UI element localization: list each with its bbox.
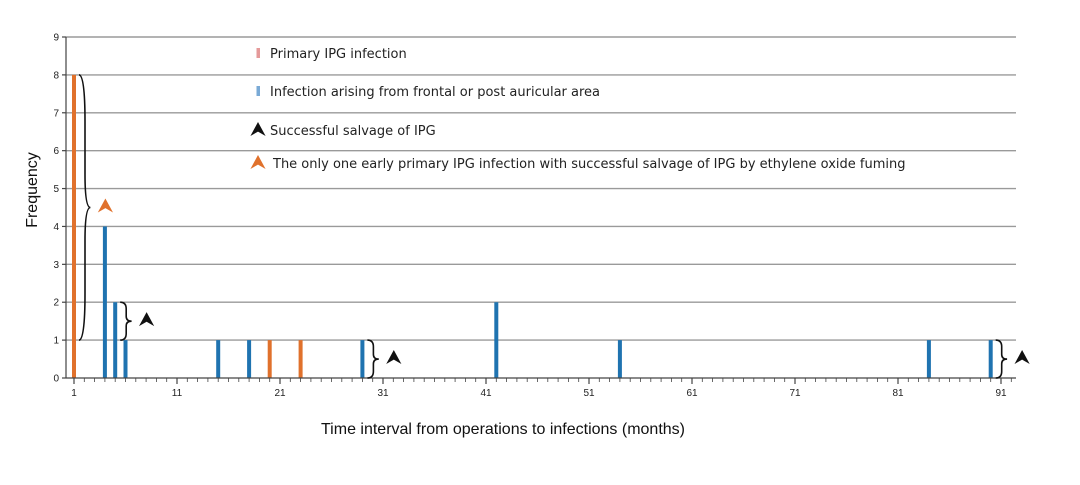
- bar: [298, 340, 303, 378]
- y-tick-label: 9: [53, 33, 59, 44]
- y-tick-label: 0: [53, 374, 59, 385]
- x-tick-label: 71: [789, 388, 801, 399]
- bars: [72, 74, 993, 378]
- y-tick-label: 4: [53, 222, 59, 233]
- salvage-arrowhead-icon: [97, 198, 113, 213]
- bar: [494, 302, 499, 378]
- bar: [360, 340, 365, 378]
- bar: [72, 74, 76, 378]
- bar: [267, 340, 272, 378]
- bar: [247, 340, 252, 378]
- salvage-arrowhead-icon: [386, 350, 402, 365]
- x-tick-label: 81: [892, 388, 904, 399]
- legend-arrowhead-icon: [250, 122, 266, 136]
- y-tick-label: 5: [53, 184, 59, 195]
- bar: [926, 340, 931, 378]
- salvage-arrowhead-icon: [1014, 350, 1030, 365]
- y-tick-label: 7: [53, 108, 59, 119]
- y-tick-label: 3: [53, 260, 59, 271]
- brace: [995, 339, 1008, 379]
- y-tick-label: 8: [53, 70, 59, 81]
- legend-label: Infection arising from frontal or post a…: [270, 85, 600, 100]
- legend: Primary IPG infection Infection arising f…: [250, 47, 905, 172]
- x-tick-label: 61: [686, 388, 698, 399]
- legend-label: Successful salvage of IPG: [270, 124, 436, 139]
- bar: [123, 340, 128, 378]
- bar: [113, 302, 118, 378]
- x-tick-label: 11: [172, 388, 183, 399]
- x-tick-label: 51: [583, 388, 595, 399]
- legend-arrowhead-icon: [250, 155, 266, 169]
- grid-lines: [66, 36, 1016, 341]
- legend-swatch: [256, 48, 260, 58]
- x-tick-label: 1: [71, 388, 77, 399]
- x-tick-label: 21: [274, 388, 286, 399]
- legend-swatch: [256, 86, 260, 96]
- salvage-arrowhead-icon: [139, 312, 155, 327]
- brace: [78, 74, 91, 341]
- legend-label: The only one early primary IPG infection…: [272, 157, 905, 172]
- x-tick-label: 41: [480, 388, 492, 399]
- bar: [102, 226, 107, 378]
- y-axis-title: Frequency: [24, 152, 41, 228]
- y-tick-label: 6: [53, 146, 59, 157]
- brace: [120, 301, 132, 341]
- brace: [367, 339, 379, 379]
- bar: [216, 340, 221, 378]
- annotations: [78, 74, 1030, 379]
- x-tick-label: 91: [995, 388, 1007, 399]
- legend-label: Primary IPG infection: [270, 47, 407, 62]
- x-tick-label: 31: [377, 388, 389, 399]
- y-tick-label: 2: [53, 298, 59, 309]
- bar: [617, 340, 622, 378]
- x-axis-title: Time interval from operations to infecti…: [321, 421, 685, 438]
- y-tick-label: 1: [53, 336, 59, 347]
- bar: [988, 340, 993, 378]
